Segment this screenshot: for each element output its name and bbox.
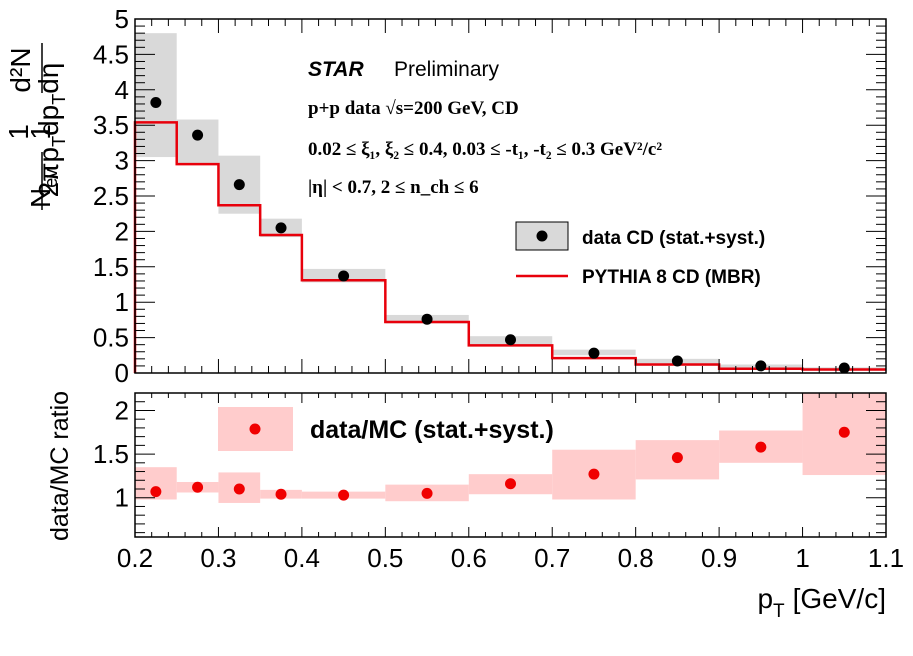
bottom-x-tick-labels: 0.2 0.3 0.4 0.5 0.6 0.7 0.8 0.9 1 1.1: [117, 543, 904, 573]
y-tick-label: 5: [115, 4, 129, 34]
y-tick-label: 4.5: [93, 39, 129, 69]
ratio-point: [275, 488, 287, 500]
x-tick-label: 0.8: [618, 543, 654, 573]
top-y-tick-labels: 0 0.5 1 1.5 2 2.5 3 3.5 4 4.5 5: [93, 4, 129, 388]
x-tick-label: 1.1: [868, 543, 904, 573]
data-point: [588, 347, 600, 359]
x-tick-label: 0.5: [367, 543, 403, 573]
ratio-point: [192, 481, 204, 493]
data-point: [671, 355, 683, 367]
legend-ratio-label: data/MC (stat.+syst.): [310, 416, 554, 444]
data-point: [755, 360, 767, 372]
top-axis-ticks: [134, 18, 887, 374]
preliminary-label: Preliminary: [394, 58, 500, 81]
syst-band: [176, 119, 219, 165]
ylabel-one-b: 1: [3, 124, 34, 140]
data-point: [338, 270, 350, 282]
bottom-axis-ticks: [134, 392, 887, 537]
annotation-line-2: 0.02 ≤ ξ₁, ξ₂ ≤ 0.4, 0.03 ≤ -t₁, -t₂ ≤ 0…: [308, 139, 662, 160]
ratio-points: [150, 426, 850, 501]
ratio-point: [505, 478, 516, 490]
data-point: [275, 222, 287, 234]
data-point: [505, 334, 516, 346]
top-syst-bands: [135, 33, 886, 371]
annotation-line-3: |η| < 0.7, 2 ≤ n_ch ≤ 6: [308, 177, 479, 198]
y-tick-label: 1.5: [93, 252, 129, 282]
data-point: [838, 362, 850, 374]
syst-band: [135, 33, 177, 158]
ratio-point: [150, 486, 162, 498]
bottom-frame: [134, 392, 887, 538]
legend-mc-label: PYTHIA 8 CD (MBR): [582, 267, 761, 288]
bottom-y-tick-labels: 11.52: [93, 395, 129, 512]
ratio-point: [838, 426, 850, 438]
y-tick-label: 2: [115, 395, 129, 425]
ratio-point: [421, 487, 433, 499]
bottom-y-axis-label: data/MC ratio: [46, 391, 74, 541]
x-axis-label: pT [GeV/c]: [757, 583, 886, 622]
y-tick-label: 4: [115, 75, 129, 105]
x-tick-label: 0.3: [200, 543, 236, 573]
top-data-points: [150, 97, 850, 374]
x-tick-label: 0.7: [534, 543, 570, 573]
ylabel-numerator: d²N: [5, 47, 36, 92]
legend-ratio-marker: [249, 423, 261, 435]
ylabel-nev: Nev: [25, 169, 61, 208]
data-point: [233, 179, 245, 191]
x-tick-label: 1: [795, 543, 809, 573]
y-tick-label: 1.5: [93, 439, 129, 469]
legend-data-label: data CD (stat.+syst.): [582, 228, 765, 249]
annotation-line-1: p+p data √s=200 GeV, CD: [308, 98, 519, 119]
ratio-point: [671, 452, 683, 464]
y-tick-label: 2: [115, 216, 129, 246]
y-tick-label: 0: [115, 358, 129, 388]
x-tick-label: 0.9: [701, 543, 737, 573]
ratio-point: [588, 468, 600, 480]
ylabel-one-a: 1: [25, 124, 56, 140]
y-tick-label: 1: [115, 287, 129, 317]
x-tick-label: 0.4: [284, 543, 320, 573]
top-legend: data CD (stat.+syst.) PYTHIA 8 CD (MBR): [515, 221, 765, 288]
bottom-legend: data/MC (stat.+syst.): [218, 407, 554, 451]
x-tick-label: 0.6: [451, 543, 487, 573]
ratio-point: [338, 489, 350, 501]
data-point: [192, 129, 204, 141]
data-point: [421, 313, 433, 325]
annotations: STAR Preliminary p+p data √s=200 GeV, CD…: [308, 58, 662, 198]
y-tick-label: 0.5: [93, 323, 129, 353]
star-label: STAR: [308, 58, 364, 81]
data-point: [150, 97, 162, 109]
legend-data-marker: [536, 230, 548, 242]
y-tick-label: 1: [115, 483, 129, 513]
top-y-axis-label: 1 1 Nev d²N 2πpTdpTdη: [3, 43, 69, 210]
ratio-point: [755, 441, 767, 453]
x-tick-label: 0.2: [117, 543, 153, 573]
ratio-point: [233, 483, 245, 495]
y-tick-label: 3: [115, 146, 129, 176]
y-tick-label: 2.5: [93, 181, 129, 211]
ylabel-denominator: 2πpTdpTdη: [33, 63, 69, 198]
y-tick-label: 3.5: [93, 110, 129, 140]
